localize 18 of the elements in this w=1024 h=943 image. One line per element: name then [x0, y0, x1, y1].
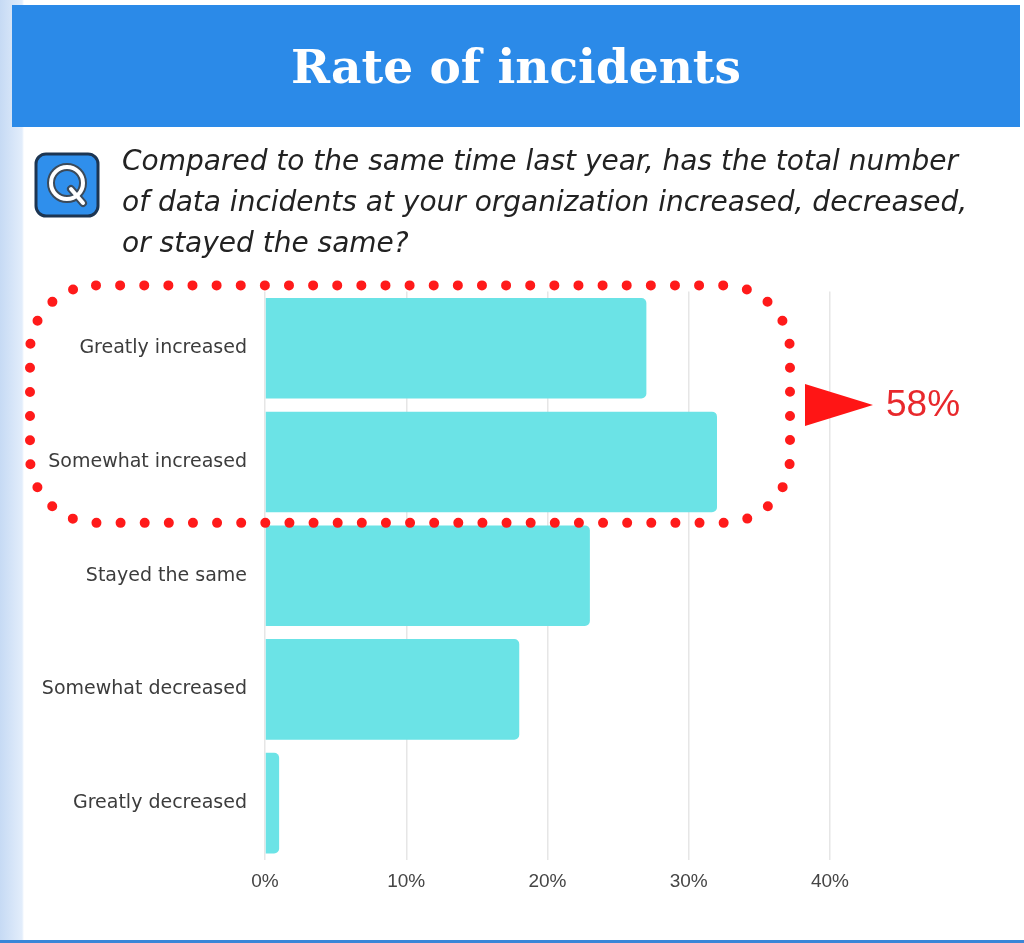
chart-title: Rate of incidents: [290, 38, 742, 94]
x-tick-label: 30%: [669, 869, 708, 891]
x-tick-label: 10%: [387, 869, 426, 891]
y-tick-label: Greatly decreased: [72, 790, 247, 813]
bar: [265, 411, 717, 513]
chart-subtitle: Compared to the same time last year, has the total number of data incidents at your organization increased, decreased, or stayed the same?: [122, 143, 969, 261]
y-tick-label: Somewhat increased: [48, 448, 247, 471]
x-tick-label: 40%: [810, 869, 850, 891]
bar: [265, 525, 590, 627]
text: 58%: [886, 383, 961, 425]
y-tick-label: Greatly increased: [79, 335, 247, 358]
x-tick-label: 0%: [251, 869, 279, 891]
bar: [265, 639, 520, 740]
x-tick-label: 20%: [528, 869, 567, 891]
y-tick-label: Stayed the same: [85, 562, 247, 585]
y-tick-label: Somewhat decreased: [41, 676, 247, 699]
bar: [265, 752, 280, 854]
bar: [265, 297, 647, 399]
